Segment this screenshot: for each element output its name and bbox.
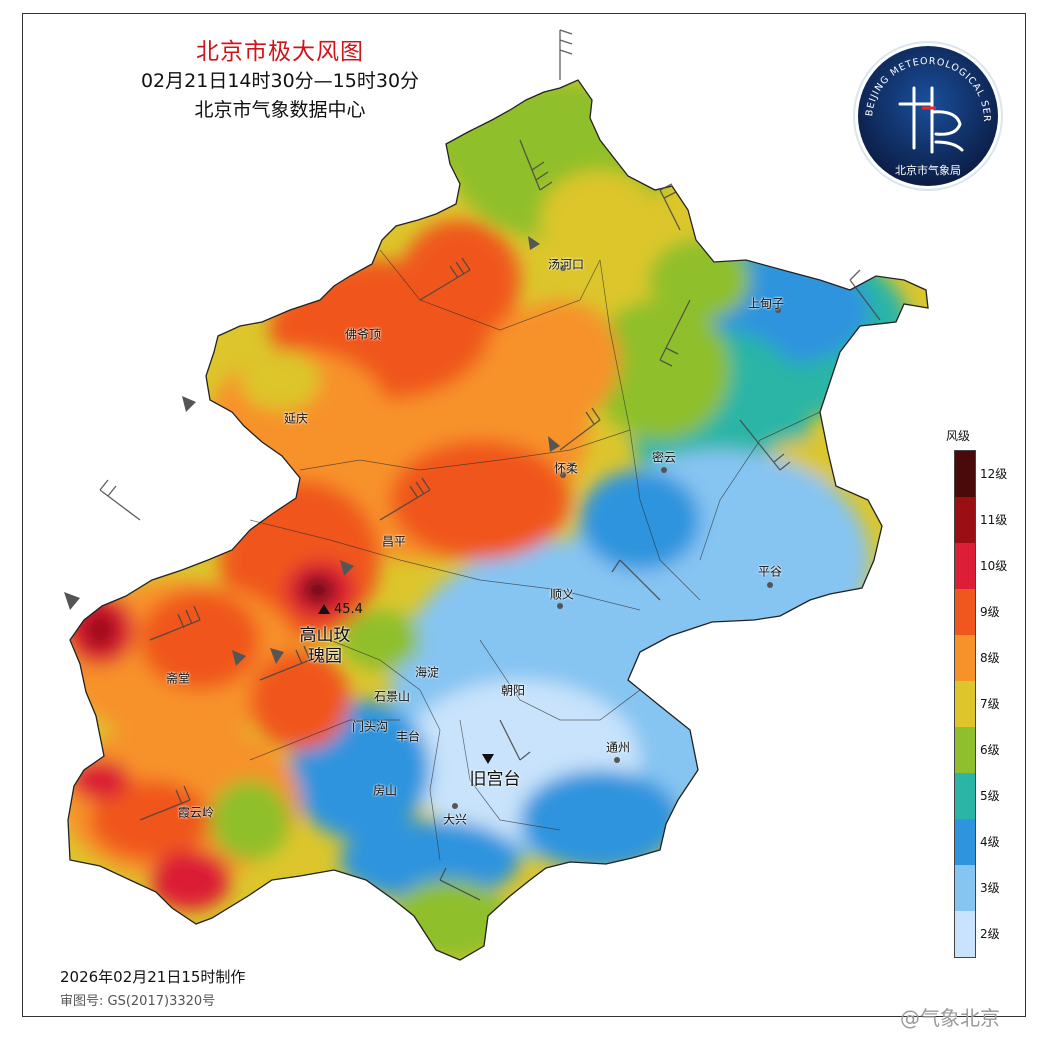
place-label-gaoshanzhi-line2: 瑰园 bbox=[308, 646, 342, 667]
logo-org-name: 北京市气象局 bbox=[895, 163, 961, 177]
logo-emblem-icon: BEIJING METEOROLOGICAL SERVICE 北京市气象局 bbox=[848, 32, 1003, 191]
map-title: 北京市极大风图 bbox=[196, 39, 364, 65]
place-label-daxing: 大兴 bbox=[442, 812, 468, 827]
station-markers bbox=[318, 265, 781, 809]
map-time-range: 02月21日14时30分—15时30分 bbox=[140, 70, 420, 92]
place-label-fengtai: 丰台 bbox=[395, 729, 421, 744]
bms-logo: BEIJING METEOROLOGICAL SERVICE 北京市气象局 bbox=[848, 32, 1004, 192]
place-label-tongzhou: 通州 bbox=[605, 740, 631, 755]
watermark: @气象北京 bbox=[900, 1006, 1000, 1030]
place-label-shijingshan: 石景山 bbox=[373, 689, 411, 704]
place-label-shangdianzi: 上甸子 bbox=[747, 296, 785, 311]
wind-barbs bbox=[99, 29, 881, 901]
place-label-shunyi: 顺义 bbox=[549, 587, 575, 602]
place-label-mentougou: 门头沟 bbox=[351, 719, 389, 734]
place-label-fangshan: 房山 bbox=[372, 783, 398, 798]
legend-swatch bbox=[955, 865, 975, 911]
place-label-huairou: 怀柔 bbox=[553, 461, 579, 476]
legend-swatch bbox=[955, 589, 975, 635]
wind-triangles bbox=[64, 236, 560, 666]
place-label-changping: 昌平 bbox=[381, 534, 407, 549]
legend-level-label: 3级 bbox=[980, 881, 1000, 895]
place-label-foyeding: 佛爷顶 bbox=[344, 327, 382, 342]
place-label-xiayunling: 霞云岭 bbox=[177, 805, 215, 820]
legend-swatch bbox=[955, 727, 975, 773]
place-label-tanghekou: 汤河口 bbox=[547, 257, 585, 272]
place-label-yanqing: 延庆 bbox=[283, 411, 309, 426]
legend-level-label: 11级 bbox=[980, 513, 1008, 527]
legend-level-label: 5级 bbox=[980, 789, 1000, 803]
legend-swatch bbox=[955, 497, 975, 543]
place-label-haidian: 海淀 bbox=[414, 665, 440, 680]
map-frame bbox=[22, 13, 1026, 1017]
legend-swatch bbox=[955, 773, 975, 819]
legend-level-label: 4级 bbox=[980, 835, 1000, 849]
legend-level-label: 7级 bbox=[980, 697, 1000, 711]
legend-level-label: 8级 bbox=[980, 651, 1000, 665]
place-label-zhaitang: 斋堂 bbox=[165, 671, 191, 686]
legend-swatch bbox=[955, 911, 975, 957]
legend-swatch bbox=[955, 451, 975, 497]
legend-swatch bbox=[955, 635, 975, 681]
max-station-value: 45.4 bbox=[334, 602, 363, 617]
legend-swatch bbox=[955, 819, 975, 865]
legend-swatch bbox=[955, 543, 975, 589]
place-label-jiugongtai: 旧宫台 bbox=[469, 769, 521, 790]
legend-swatch bbox=[955, 681, 975, 727]
made-time: 2026年02月21日15时制作 bbox=[60, 968, 246, 986]
review-number: 审图号: GS(2017)3320号 bbox=[60, 994, 216, 1009]
legend-level-label: 9级 bbox=[980, 605, 1000, 619]
legend-level-label: 2级 bbox=[980, 927, 1000, 941]
place-label-miyun: 密云 bbox=[651, 450, 677, 465]
legend-colorbar bbox=[954, 450, 976, 958]
place-label-chaoyang: 朝阳 bbox=[500, 683, 526, 698]
legend-level-label: 12级 bbox=[980, 467, 1008, 481]
legend-level-label: 10级 bbox=[980, 559, 1008, 573]
legend-level-label: 6级 bbox=[980, 743, 1000, 757]
place-label-gaoshanzhi: 高山玫 bbox=[299, 625, 351, 646]
place-label-pinggu: 平谷 bbox=[757, 564, 783, 579]
legend-title: 风级 bbox=[946, 429, 971, 443]
map-source: 北京市气象数据中心 bbox=[194, 99, 366, 121]
